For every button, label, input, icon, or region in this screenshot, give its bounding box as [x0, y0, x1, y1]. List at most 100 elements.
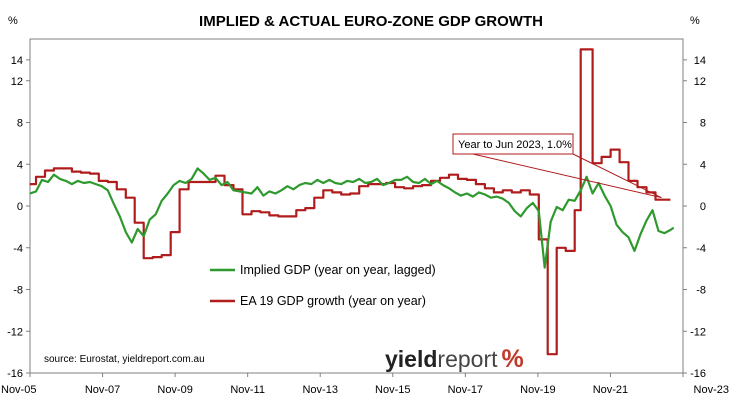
data-point [562, 209, 564, 211]
data-point [442, 184, 444, 186]
data-point [376, 183, 378, 185]
x-tick-label-nov-15: Nov-15 [375, 384, 410, 396]
data-point [580, 48, 582, 51]
data-point [101, 185, 103, 187]
data-point [502, 189, 504, 191]
data-point [550, 221, 552, 223]
data-point [77, 180, 79, 182]
data-point [651, 209, 654, 211]
data-point [493, 191, 495, 193]
data-point [334, 182, 336, 184]
data-point [277, 215, 279, 217]
data-point [475, 183, 477, 185]
right-axis-unit: % [690, 15, 700, 27]
data-point [179, 180, 181, 182]
data-point [328, 179, 330, 181]
data-point [466, 192, 468, 195]
left-tick-label-4: 4 [17, 159, 23, 171]
data-point [304, 182, 306, 184]
data-point [161, 200, 163, 202]
plot-area [29, 38, 684, 374]
data-point [358, 178, 360, 180]
data-point [484, 187, 486, 189]
data-point [484, 193, 486, 196]
data-point [304, 207, 306, 209]
left-tick-label-8: -8 [13, 285, 23, 297]
left-y-axis: 14 12 8 4 0 -4 -8 -12 -16 [7, 55, 30, 380]
data-point [367, 183, 369, 185]
right-tick-label-14: 14 [694, 55, 706, 67]
data-point [185, 182, 187, 184]
data-point [430, 183, 432, 185]
data-point [424, 178, 426, 180]
right-tick-label-4: 4 [700, 159, 706, 171]
data-point [197, 181, 199, 183]
x-tick-label-nov-21: Nov-21 [593, 384, 628, 396]
data-point [107, 189, 109, 191]
data-point [286, 185, 288, 187]
left-tick-label-12: 12 [11, 76, 23, 88]
data-point [478, 191, 480, 193]
data-point [29, 192, 31, 195]
data-point [556, 247, 558, 249]
data-point [346, 180, 348, 182]
data-point [403, 187, 405, 189]
data-point [610, 149, 612, 151]
data-point [274, 192, 276, 195]
right-tick-label-4: -4 [696, 243, 706, 255]
data-point [280, 189, 282, 191]
data-point [167, 192, 169, 195]
data-point [232, 189, 235, 191]
data-point [457, 178, 459, 180]
legend-label-implied-gdp: Implied GDP (year on year, lagged) [240, 263, 436, 277]
data-point [173, 184, 175, 186]
data-point [382, 184, 384, 186]
data-point [565, 250, 567, 252]
data-point [412, 181, 414, 183]
data-point [532, 202, 534, 204]
data-point [520, 215, 522, 217]
series-layer [29, 48, 675, 356]
data-point [220, 184, 223, 186]
data-point [89, 173, 91, 175]
series-line [30, 48, 671, 356]
data-point [601, 156, 603, 158]
data-point [203, 173, 205, 175]
data-point [113, 203, 115, 205]
data-point [394, 186, 396, 188]
data-point [520, 189, 522, 191]
data-point [259, 211, 261, 213]
data-point [400, 179, 402, 181]
left-tick-label-16: -16 [7, 368, 23, 380]
data-point [663, 199, 666, 201]
data-point [672, 227, 675, 229]
data-point [268, 190, 270, 192]
left-tick-label-8: 8 [17, 118, 23, 130]
data-point [627, 236, 630, 238]
yieldreport-logo: yieldreport% [385, 345, 524, 373]
data-point [83, 182, 85, 184]
data-point [580, 189, 582, 191]
source-note: source: Eurostat, yieldreport.com.au [44, 354, 205, 365]
data-point [134, 222, 136, 224]
series-implied-gdp [29, 167, 675, 269]
data-point [214, 177, 217, 179]
right-tick-label-8: -8 [696, 285, 706, 297]
data-point [448, 187, 450, 189]
data-point [59, 178, 61, 180]
data-point [616, 224, 618, 226]
data-point [376, 178, 378, 180]
data-point [35, 190, 37, 192]
data-point [657, 230, 660, 232]
data-point [466, 179, 468, 181]
data-point [639, 233, 642, 235]
right-tick-label-12: 12 [694, 76, 706, 88]
data-point [514, 210, 516, 212]
legend-label-ea19-gdp: EA 19 GDP growth (year on year) [240, 294, 426, 308]
data-point [125, 197, 127, 199]
left-tick-label-4: -4 [13, 243, 23, 255]
data-point [98, 180, 100, 182]
data-point [430, 180, 432, 182]
data-point [161, 254, 163, 256]
